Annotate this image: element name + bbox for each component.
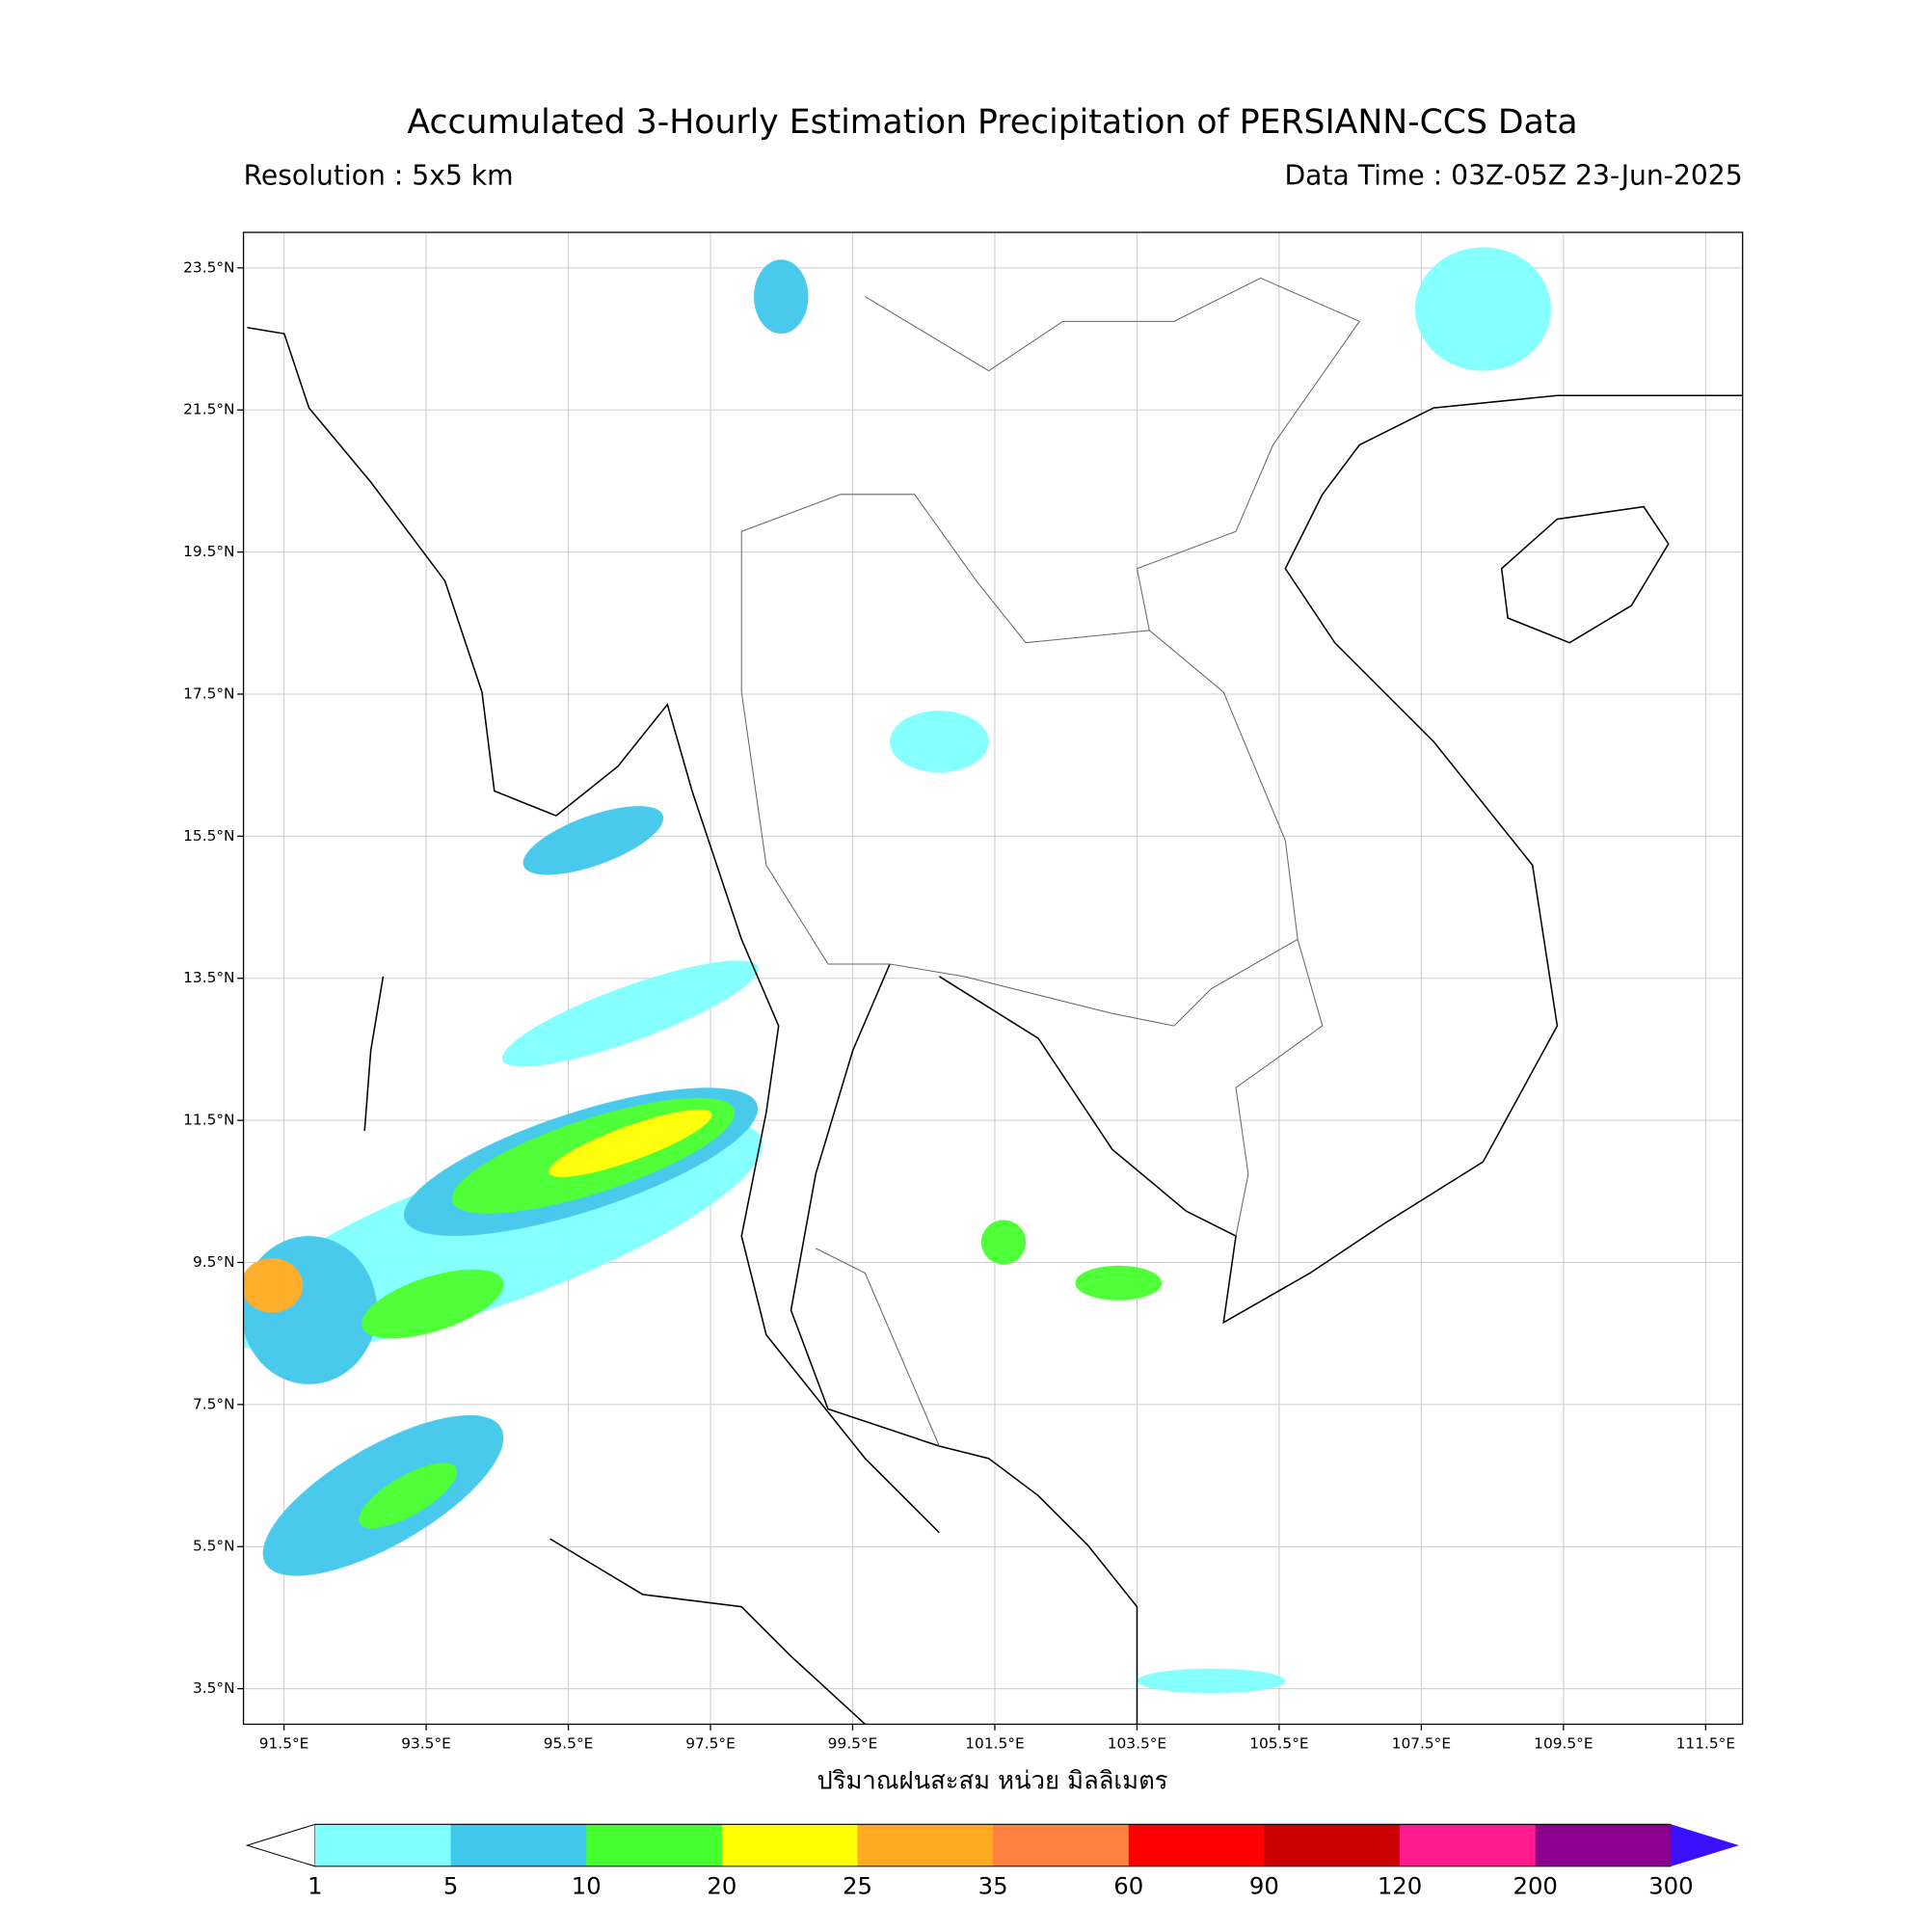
colorbar-label: 1 — [308, 1872, 323, 1900]
y-tick-label: 13.5°N — [183, 969, 234, 986]
colorbar-segment — [993, 1824, 1130, 1866]
island — [363, 976, 385, 1132]
resolution: Resolution : 5x5 km — [244, 159, 514, 191]
rain-area — [501, 960, 759, 1067]
data-time: Data Time : 03Z-05Z 23-Jun-2025 — [1284, 159, 1742, 191]
x-tick-label: 95.5°E — [544, 1734, 594, 1752]
y-tick-label: 5.5°N — [193, 1538, 235, 1555]
y-tick-label: 19.5°N — [183, 543, 234, 560]
colorbar-segment — [721, 1824, 859, 1866]
colorbar-label: 300 — [1648, 1872, 1693, 1900]
colorbar-label: 120 — [1378, 1872, 1422, 1900]
axes: 91.5°E 93.5°E 95.5°E 97.5°E 99.5°E 101.5°E 103… — [183, 258, 1735, 1752]
y-tick-label: 3.5°N — [193, 1679, 235, 1697]
map-area — [243, 232, 1743, 1725]
x-tick-label: 103.5°E — [1108, 1734, 1166, 1752]
title: Accumulated 3-Hourly Estimation Precipit… — [407, 103, 1577, 142]
colorbar: 1 5 10 20 25 35 60 90 120 200 300 — [245, 1823, 1739, 1900]
colorbar-segment — [857, 1824, 994, 1866]
y-tick-label: 23.5°N — [183, 258, 234, 276]
x-tick-label: 101.5°E — [965, 1734, 1024, 1752]
colorbar-segment — [586, 1824, 723, 1866]
y-tick-label: 9.5°N — [193, 1253, 235, 1271]
colorbar-label: 35 — [978, 1872, 1008, 1900]
grid — [243, 232, 1743, 1725]
y-tick-label: 17.5°N — [183, 684, 234, 702]
border — [740, 494, 1299, 1027]
colorbar-label: 10 — [572, 1872, 602, 1900]
y-tick-label: 7.5°N — [193, 1395, 235, 1412]
rain-area — [243, 1258, 304, 1313]
precipitation — [243, 247, 1551, 1694]
colorbar-segment — [1535, 1824, 1672, 1866]
x-tick-label: 111.5°E — [1676, 1734, 1735, 1752]
x-tick-label: 91.5°E — [259, 1734, 309, 1752]
rain-area — [362, 1269, 504, 1339]
colorbar-label: 25 — [843, 1872, 872, 1900]
x-tick-label: 99.5°E — [828, 1734, 878, 1752]
colorbar-over — [1671, 1824, 1739, 1866]
colorbar-label: 5 — [443, 1872, 459, 1900]
rain-area — [754, 259, 809, 335]
y-tick-label: 15.5°N — [183, 827, 234, 845]
colorbar-label: 90 — [1249, 1872, 1279, 1900]
rain-area — [980, 1220, 1027, 1265]
colorbar-segment — [314, 1824, 452, 1866]
x-tick-label: 93.5°E — [401, 1734, 451, 1752]
rain-area — [359, 1462, 458, 1529]
coastline — [790, 963, 1138, 1725]
rain-area — [1414, 247, 1551, 371]
colorbar-label: 60 — [1113, 1872, 1143, 1900]
colorbar-segment — [1264, 1824, 1401, 1866]
rain-area — [522, 806, 664, 875]
x-axis-label: ปริมาณฝนสะสม หน่วย มิลลิเมตร — [817, 1767, 1167, 1796]
coastline — [549, 1538, 866, 1725]
colorbar-label: 200 — [1513, 1872, 1557, 1900]
colorbar-segment — [450, 1824, 587, 1866]
border — [1235, 939, 1324, 1237]
rain-area — [549, 1109, 712, 1177]
colorbar-segment — [1128, 1824, 1266, 1866]
coastline — [247, 326, 940, 1534]
colorbar-segment — [1400, 1824, 1537, 1866]
rain-area — [1075, 1265, 1163, 1301]
coastline — [938, 394, 1743, 1325]
colorbar-under — [245, 1823, 316, 1867]
island — [1500, 505, 1670, 644]
border — [815, 1248, 940, 1447]
x-tick-label: 107.5°E — [1392, 1734, 1451, 1752]
colorbar-label: 20 — [707, 1872, 736, 1900]
x-tick-label: 109.5°E — [1534, 1734, 1593, 1752]
border — [865, 277, 1361, 631]
rain-area — [1137, 1668, 1286, 1694]
borders — [740, 277, 1361, 1447]
x-tick-label: 105.5°E — [1249, 1734, 1308, 1752]
y-tick-label: 21.5°N — [183, 401, 234, 418]
rain-area — [890, 711, 989, 773]
x-tick-label: 97.5°E — [685, 1734, 736, 1752]
y-tick-label: 11.5°N — [183, 1112, 234, 1129]
colorbar-outline — [314, 1823, 1672, 1867]
